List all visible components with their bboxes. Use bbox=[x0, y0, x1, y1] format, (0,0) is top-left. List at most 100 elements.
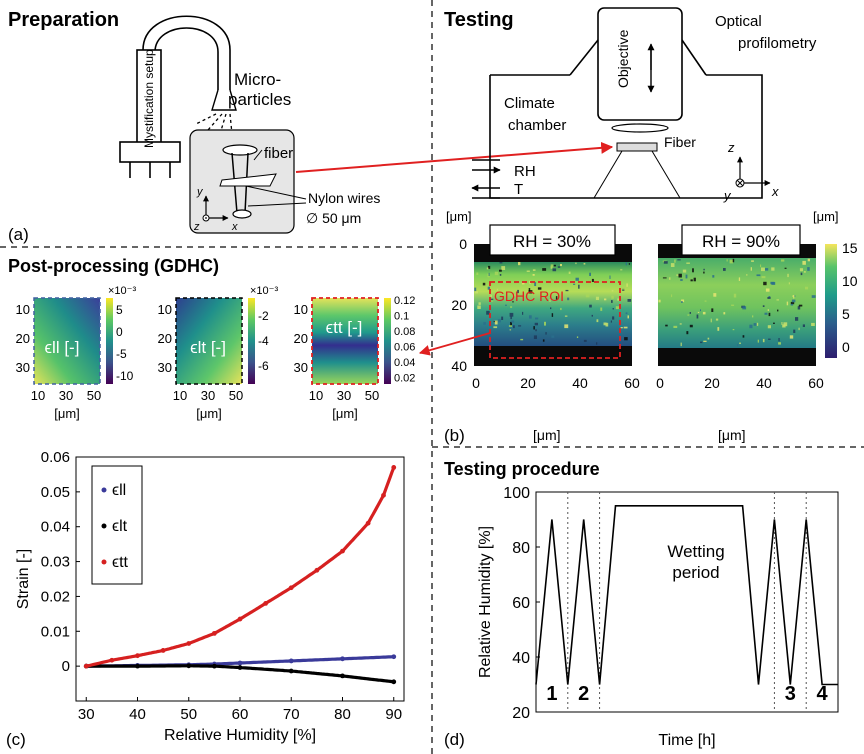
cb-lt-tick: -4 bbox=[258, 334, 269, 348]
climate-label: Climate bbox=[504, 95, 555, 112]
mystification-label: Mystification setup bbox=[142, 49, 156, 148]
cb-tt-tick: 0.06 bbox=[394, 342, 415, 354]
cb-tt-tick: 0.12 bbox=[394, 295, 415, 307]
strain-point bbox=[211, 630, 217, 636]
height-x-tick: 0 bbox=[656, 375, 664, 391]
procedure-y-label: Relative Humidity [%] bbox=[477, 526, 494, 678]
procedure-y-tick: 80 bbox=[512, 540, 530, 557]
strain-map-ll-label: ϵll [-] bbox=[45, 338, 80, 357]
height-map-x-ticks-left: 0 20 40 60 bbox=[472, 375, 640, 391]
strain-x-label: Relative Humidity [%] bbox=[164, 727, 316, 744]
height-x-tick: 60 bbox=[808, 375, 824, 391]
strain-map-tt-label: ϵtt [-] bbox=[326, 318, 363, 337]
hose-outer bbox=[142, 15, 231, 90]
fiber-holder bbox=[616, 142, 658, 152]
lens bbox=[611, 123, 669, 133]
fiber-shape bbox=[219, 173, 277, 187]
strain-point bbox=[391, 465, 397, 470]
map-x-tick: 30 bbox=[59, 388, 73, 403]
map-x-unit: [μm] bbox=[332, 406, 358, 421]
height-map-y-ticks: 0 20 40 bbox=[451, 236, 467, 374]
strain-y-label: Strain [-] bbox=[15, 549, 32, 609]
procedure-y-tick: 100 bbox=[503, 485, 530, 502]
panel-post-processing: Post-processing (GDHC) ϵll [-] ×10⁻³ ϵlt… bbox=[8, 256, 415, 421]
strain-point bbox=[211, 663, 217, 669]
unit-x-left: [μm] bbox=[533, 427, 561, 443]
strain-point bbox=[288, 585, 294, 591]
cb-lt bbox=[248, 298, 255, 384]
map-y-tick: 20 bbox=[294, 331, 308, 346]
strain-point bbox=[186, 663, 192, 669]
humidity-profile bbox=[535, 505, 838, 686]
map-y-tick: 10 bbox=[294, 302, 308, 317]
svg-text:y: y bbox=[196, 186, 204, 198]
map-x-tick: 50 bbox=[229, 388, 243, 403]
procedure-x-label: Time [h] bbox=[658, 732, 715, 749]
height-y-tick: 20 bbox=[451, 297, 467, 313]
height-x-tick: 40 bbox=[756, 375, 772, 391]
strain-y-tick: 0 bbox=[62, 658, 70, 675]
testing-title: Testing bbox=[444, 9, 514, 31]
unit-x-right: [μm] bbox=[718, 427, 746, 443]
rh90-title-box bbox=[681, 224, 801, 256]
svg-text:z: z bbox=[193, 221, 200, 233]
strain-point bbox=[340, 548, 345, 554]
panel-label-d: (d) bbox=[444, 730, 465, 749]
strain-y-tick: 0.02 bbox=[41, 588, 70, 605]
panel-testing: Testing Objective Optical profilometry C… bbox=[444, 7, 817, 203]
map-y-tick: 10 bbox=[158, 302, 172, 317]
map-y-tick: 30 bbox=[294, 360, 308, 375]
legend-marker bbox=[101, 559, 107, 565]
cb-ll-tick: 5 bbox=[116, 303, 123, 317]
cb-ll bbox=[106, 298, 113, 384]
strain-point bbox=[314, 567, 320, 573]
optical-label: Optical bbox=[715, 13, 762, 30]
strain-point bbox=[391, 679, 397, 685]
legend-entry: ϵll bbox=[112, 482, 126, 499]
strain-x-tick: 50 bbox=[180, 706, 197, 723]
cb-lt-tick: -6 bbox=[258, 359, 269, 373]
cb-ll-tick: -5 bbox=[116, 347, 127, 361]
map-x-tick: 30 bbox=[201, 388, 215, 403]
height-cb-tick: 15 bbox=[842, 240, 858, 256]
map-y-tick: 30 bbox=[16, 360, 30, 375]
strain-legend bbox=[91, 465, 143, 585]
height-y-tick: 0 bbox=[459, 236, 467, 252]
objective-box bbox=[597, 7, 683, 121]
strain-point bbox=[365, 520, 371, 526]
strain-point bbox=[288, 668, 294, 674]
panel-height-maps: [μm] [μm] RH = 30% GDHC ROI RH = 90% 151… bbox=[444, 209, 858, 445]
microparticles-label-2: particles bbox=[228, 90, 291, 109]
objective-label: Objective bbox=[615, 29, 631, 88]
cb-ll-exponent: ×10⁻³ bbox=[108, 285, 136, 297]
panel-testing-procedure: Testing procedure 20 40 60 80 100 1 2 3 4 Time [h… bbox=[444, 459, 839, 749]
map-x-tick: 50 bbox=[87, 388, 101, 403]
panel-label-c: (c) bbox=[6, 730, 26, 749]
strain-point bbox=[160, 648, 166, 653]
cb-lt-exponent: ×10⁻³ bbox=[250, 285, 278, 297]
procedure-y-tick: 60 bbox=[512, 595, 530, 612]
microparticles-label: Micro- bbox=[234, 70, 281, 89]
map-y-tick: 20 bbox=[16, 331, 30, 346]
height-cb-tick: 0 bbox=[842, 339, 850, 355]
nozzle bbox=[211, 89, 237, 111]
mystification-box bbox=[136, 49, 162, 151]
strain-point bbox=[83, 663, 89, 669]
map-x-tick: 10 bbox=[309, 388, 323, 403]
map-x-unit: [μm] bbox=[54, 406, 80, 421]
strain-point bbox=[340, 656, 345, 662]
strain-x-tick: 90 bbox=[385, 706, 402, 723]
diameter-label: ∅ 50 μm bbox=[306, 210, 361, 226]
height-x-tick: 40 bbox=[572, 375, 588, 391]
cycle-label: 1 bbox=[546, 683, 557, 705]
height-y-tick: 40 bbox=[451, 358, 467, 374]
cb-tt-tick: 0.08 bbox=[394, 326, 415, 338]
strain-point bbox=[237, 660, 243, 666]
panel-preparation: Preparation Mystification setup Micro- p… bbox=[8, 9, 380, 244]
strain-x-tick: 40 bbox=[129, 706, 146, 723]
fiber-label: fiber bbox=[264, 145, 293, 162]
hose-inner bbox=[154, 27, 219, 90]
